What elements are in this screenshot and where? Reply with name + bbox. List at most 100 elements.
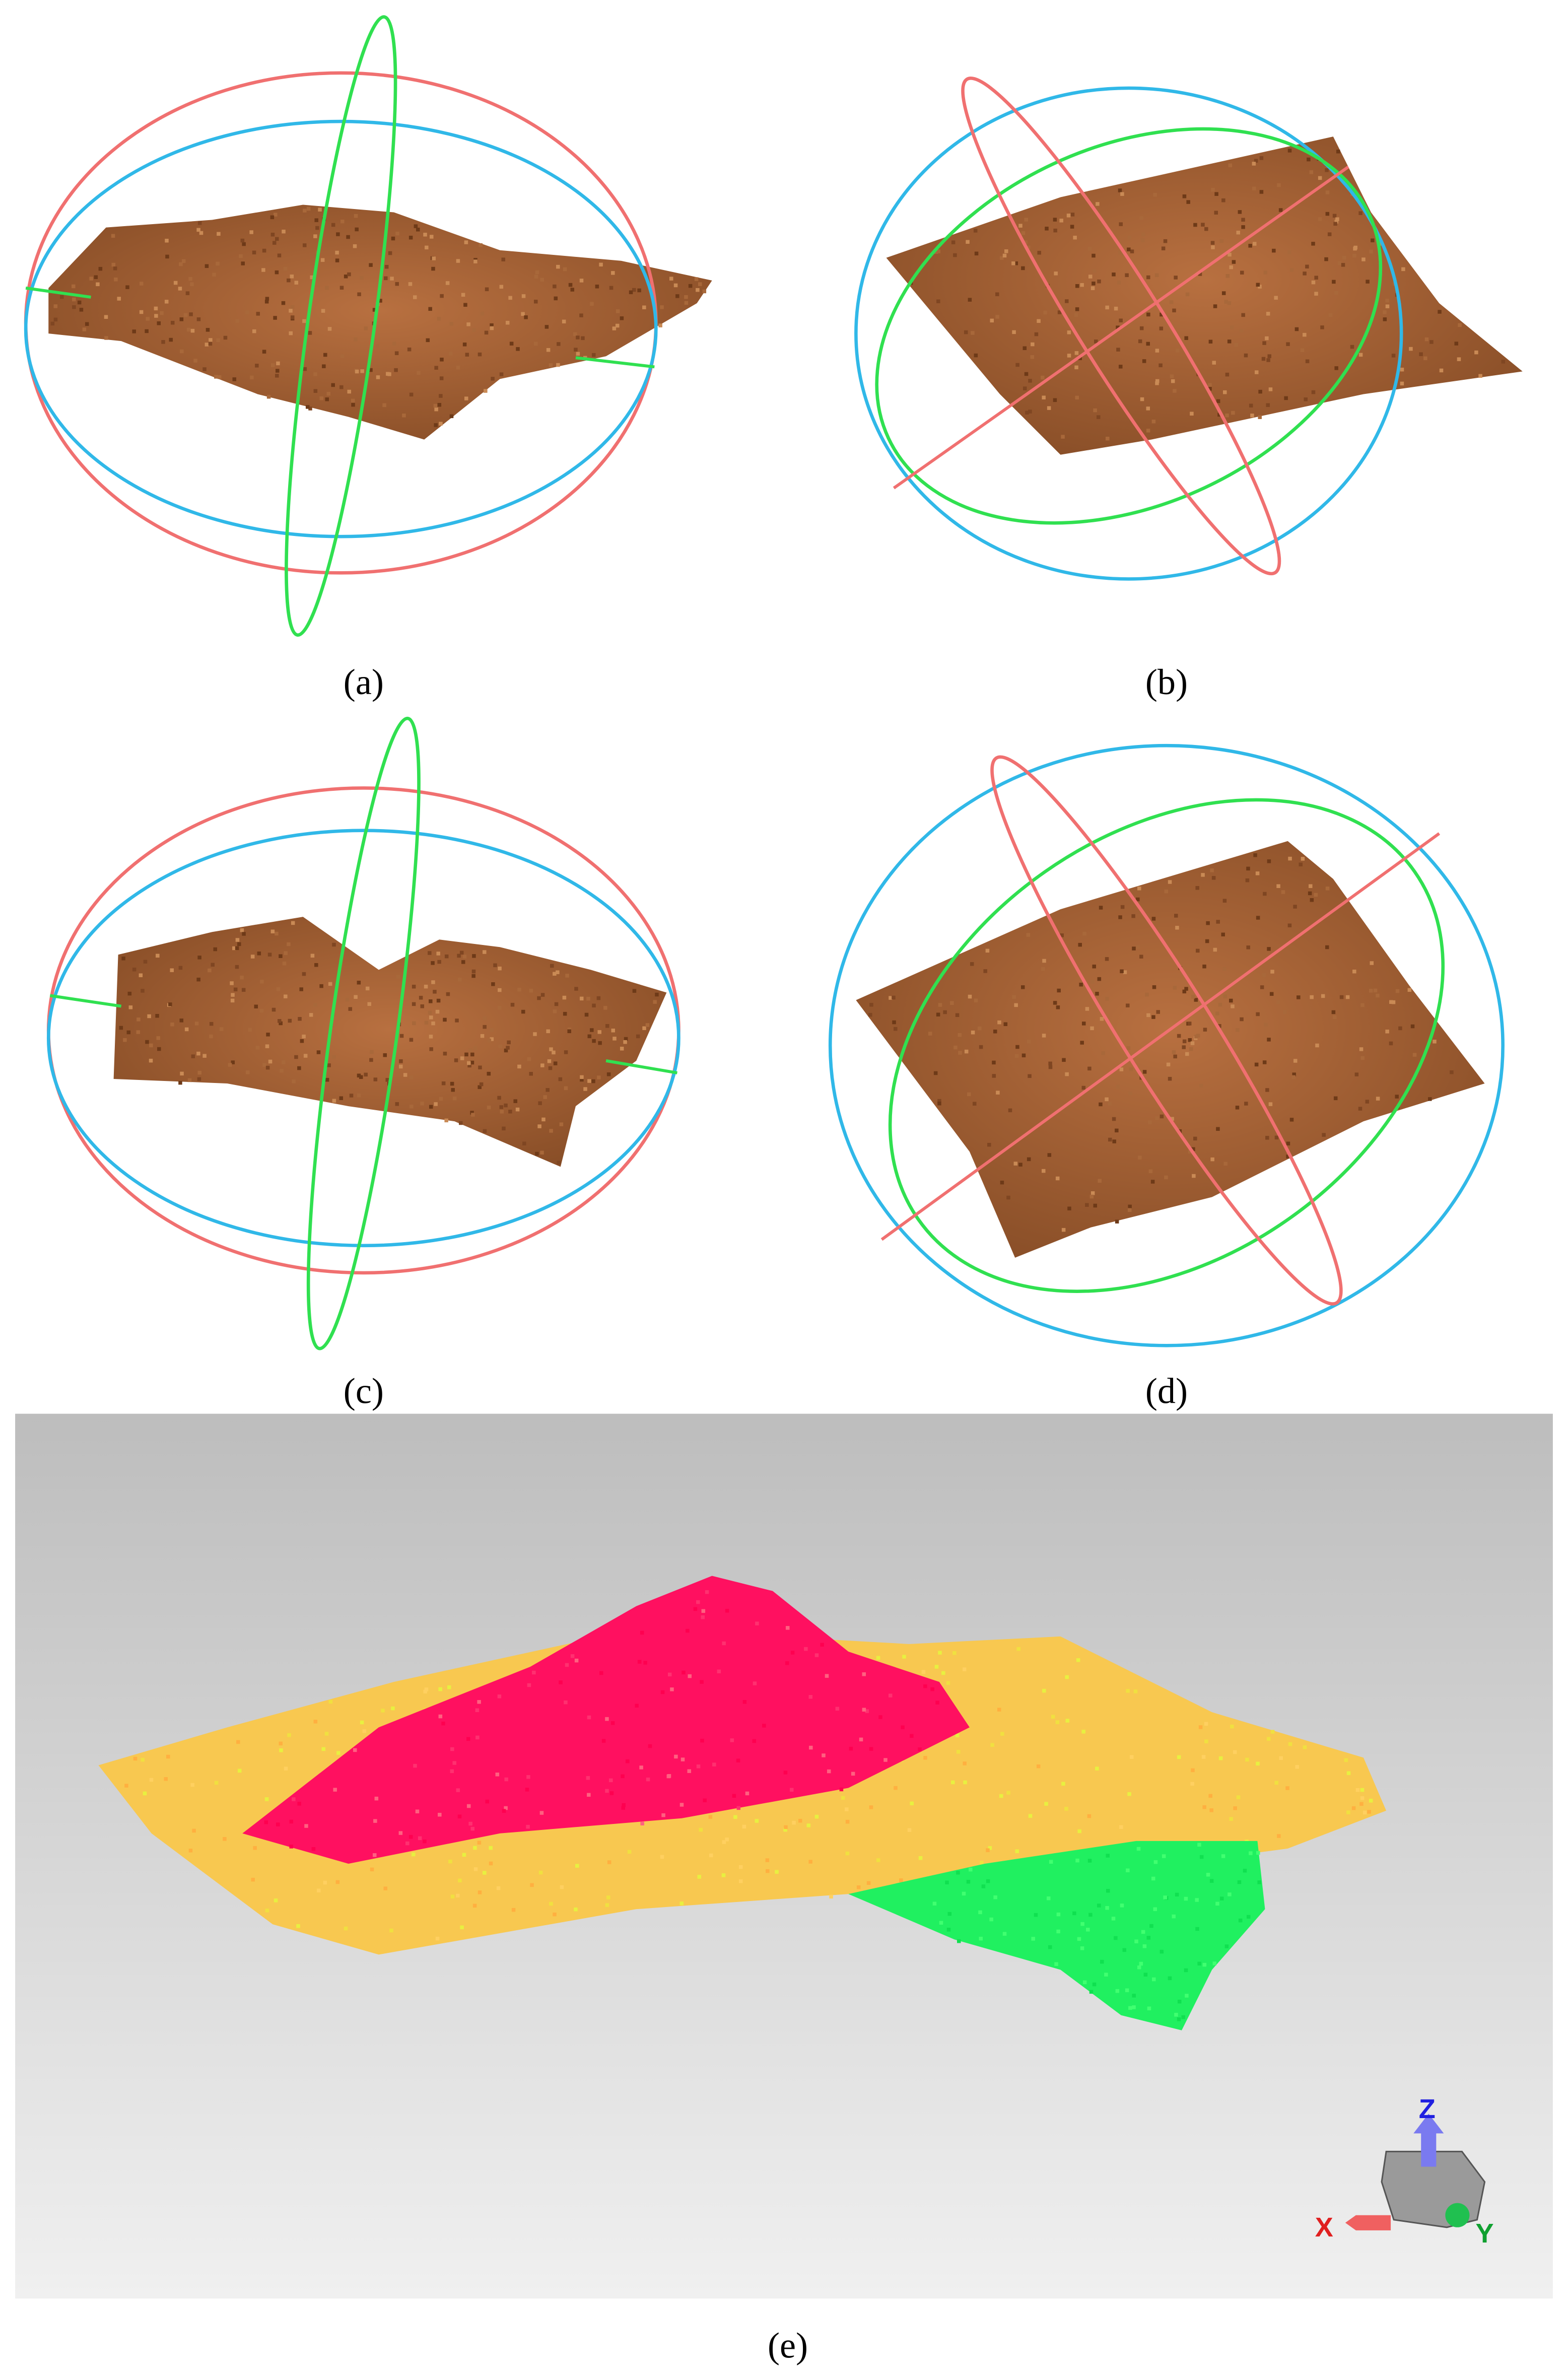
point <box>1193 1136 1197 1141</box>
point <box>1059 219 1063 223</box>
point <box>1177 1755 1181 1759</box>
point <box>1199 1083 1203 1088</box>
point <box>979 1045 983 1049</box>
point <box>1266 1737 1271 1741</box>
point <box>399 1034 404 1038</box>
point <box>1139 216 1143 220</box>
point <box>208 968 212 973</box>
point <box>1236 1028 1240 1032</box>
point <box>1333 222 1337 226</box>
point <box>1116 1084 1120 1089</box>
point <box>1147 2006 1151 2011</box>
point <box>399 1059 403 1063</box>
axis-line <box>880 832 1441 1241</box>
point <box>556 264 560 269</box>
point <box>1192 1174 1196 1178</box>
point <box>1184 1968 1188 1973</box>
point <box>527 1057 531 1061</box>
point <box>264 299 269 304</box>
point <box>1216 399 1220 403</box>
point <box>360 369 364 373</box>
point <box>1233 1750 1237 1754</box>
point <box>968 994 972 999</box>
point <box>1225 372 1230 377</box>
point <box>296 1924 300 1928</box>
point <box>1270 1730 1275 1734</box>
point <box>1325 168 1329 172</box>
point <box>993 1895 997 1899</box>
point <box>1334 291 1338 295</box>
point <box>1012 330 1016 334</box>
point <box>953 253 957 257</box>
point <box>1244 1102 1248 1106</box>
point <box>287 942 291 946</box>
point <box>1016 1647 1020 1651</box>
point <box>439 394 443 398</box>
point <box>149 1058 153 1063</box>
point <box>974 998 978 1002</box>
point <box>1254 159 1258 163</box>
point <box>434 407 438 412</box>
point <box>540 1063 544 1067</box>
point <box>369 1058 373 1062</box>
point <box>279 954 283 958</box>
point <box>499 285 504 289</box>
point <box>990 1743 994 1747</box>
point <box>1262 341 1266 345</box>
point <box>436 998 441 1003</box>
point <box>376 375 380 379</box>
point <box>934 1665 939 1669</box>
point <box>974 353 978 358</box>
point <box>123 1038 127 1042</box>
point <box>1305 264 1309 268</box>
point <box>859 1737 863 1742</box>
point <box>1241 225 1245 229</box>
point <box>370 1050 374 1054</box>
point <box>217 232 221 236</box>
point <box>1104 1973 1108 1977</box>
point <box>359 1075 363 1079</box>
point <box>580 1075 584 1079</box>
point <box>1172 308 1176 313</box>
point <box>199 231 203 235</box>
point <box>612 326 617 330</box>
point <box>1173 986 1177 990</box>
point <box>1266 312 1270 316</box>
point <box>395 1102 399 1106</box>
point <box>553 972 557 976</box>
point <box>1118 188 1122 192</box>
point <box>194 1022 199 1026</box>
point <box>335 258 339 262</box>
point <box>50 321 55 326</box>
point <box>230 981 234 985</box>
point <box>1181 2015 1185 2019</box>
point <box>1132 2005 1136 2009</box>
point <box>1201 1755 1206 1759</box>
point <box>592 1039 596 1043</box>
point <box>459 951 464 955</box>
point <box>325 397 329 401</box>
point <box>1249 403 1253 408</box>
point <box>564 1086 568 1091</box>
point <box>1096 415 1101 419</box>
point <box>1041 967 1045 971</box>
point <box>534 342 538 346</box>
point <box>1197 1961 1201 1966</box>
point <box>490 326 494 330</box>
point <box>1136 945 1140 949</box>
point <box>697 1875 702 1879</box>
point <box>500 1110 504 1114</box>
point <box>457 1814 462 1818</box>
point <box>323 353 327 357</box>
point <box>1246 1915 1251 1919</box>
point <box>466 322 470 326</box>
point <box>1087 1814 1092 1818</box>
point <box>72 284 76 289</box>
point <box>412 984 416 989</box>
point <box>933 1071 938 1075</box>
point <box>399 1064 403 1069</box>
point <box>1239 328 1244 333</box>
point <box>611 271 615 275</box>
point <box>77 300 82 305</box>
point <box>1097 1904 1101 1908</box>
